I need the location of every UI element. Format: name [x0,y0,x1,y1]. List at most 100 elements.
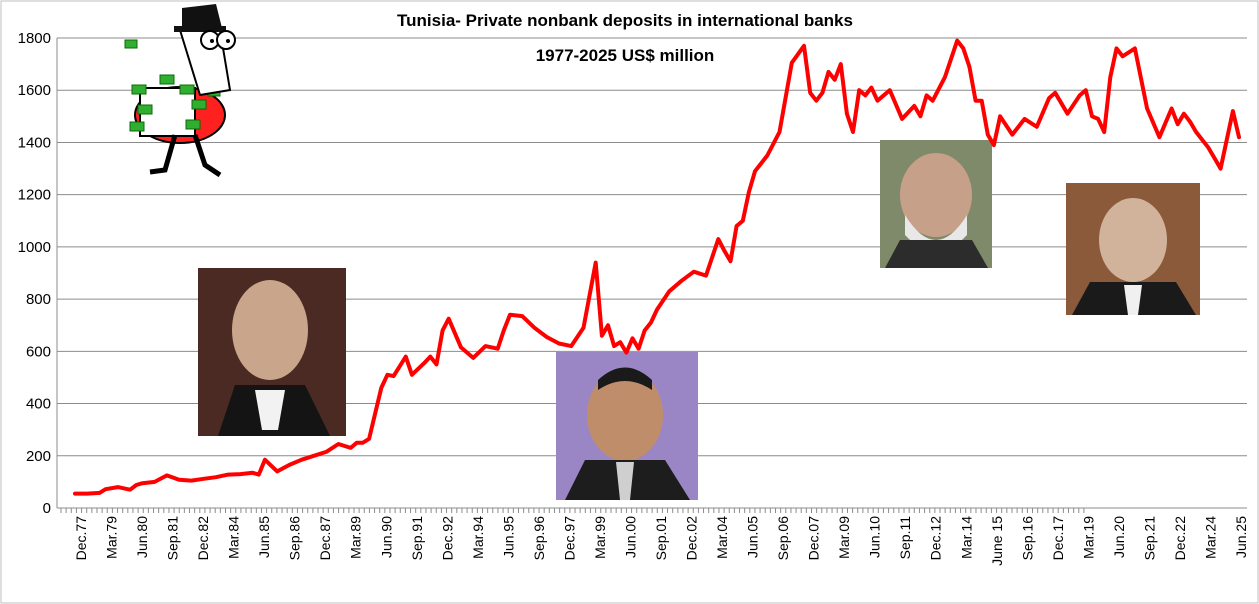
data-point [1010,133,1014,137]
x-tick-label: Dec.87 [317,516,333,561]
x-tick-label: Mar.09 [836,516,852,559]
data-point [226,473,230,477]
x-tick-label: Mar.19 [1080,516,1096,559]
data-point [845,112,849,116]
data-point [435,362,438,366]
data-point [802,44,806,48]
x-tick-label: Jun.00 [622,516,638,558]
data-point [98,491,101,495]
data-point [857,88,861,92]
data-point [128,488,132,492]
x-tick-label: Dec.82 [195,516,211,561]
x-tick-label: June 15 [989,516,1005,566]
data-point [275,469,279,473]
data-point [943,75,947,79]
x-tick-label: Jun.05 [745,516,761,558]
data-point [557,342,561,345]
data-point [410,373,414,377]
data-point [998,114,1002,118]
data-point [600,334,604,338]
data-point [1084,88,1088,92]
cartoon-man-icon [124,4,236,178]
photo-portrait-1 [198,268,346,436]
y-tick-label: 1600 [18,82,51,99]
data-point [814,99,818,103]
data-point [753,169,757,173]
data-point [214,475,218,479]
data-point [606,323,610,327]
data-point [747,190,751,194]
data-point [202,477,206,481]
x-tick-label: Mar.94 [470,516,486,559]
x-tick-label: Dec.07 [806,516,822,561]
x-tick-label: Sep.21 [1141,516,1157,561]
x-tick-label: Mar.14 [958,516,974,559]
data-point [808,91,812,95]
x-tick-label: Dec.02 [684,516,700,561]
data-point [869,86,873,90]
data-point [447,317,451,321]
data-point [851,130,855,134]
x-tick-label: Sep.16 [1019,516,1035,561]
data-point [955,39,959,43]
data-point [961,46,965,50]
data-point [1035,125,1039,129]
data-point [986,133,990,137]
data-point [912,104,916,108]
x-tick-label: Jun.20 [1111,516,1127,558]
x-tick-label: Jun.85 [256,516,272,558]
data-point [1157,135,1161,139]
data-point [1023,117,1027,121]
x-tick-label: Sep.86 [287,516,303,561]
data-point [918,114,922,118]
data-point [441,328,445,332]
data-point [974,99,978,103]
data-point [1121,54,1125,58]
data-point [980,99,984,103]
data-point [1096,117,1100,121]
data-point [655,308,659,312]
data-point [238,472,242,476]
x-tick-label: Sep.96 [531,516,547,561]
data-points [73,39,1241,496]
data-point [263,458,267,462]
data-point [300,458,304,462]
data-point [520,314,524,318]
data-point [888,88,892,92]
data-point [104,487,108,491]
data-point [569,344,573,348]
data-point [73,492,77,496]
data-point [508,313,512,317]
data-point [1194,130,1198,134]
data-point [1213,156,1216,160]
data-point [502,328,506,332]
data-point [165,473,169,477]
data-point [863,93,867,97]
x-tick-label: Dec.12 [928,516,944,561]
x-tick-label: Mar.84 [226,516,242,559]
data-point [637,347,641,351]
data-point [1102,130,1106,134]
data-point [827,70,830,74]
data-point [1115,46,1118,50]
y-tick-label: 400 [26,396,51,413]
data-point [312,454,316,458]
data-point [735,224,739,228]
data-point [1170,107,1174,110]
x-tick-label: Sep.11 [897,516,913,560]
x-tick-label: Mar.04 [714,516,730,559]
data-point [692,270,696,274]
data-point [925,93,929,97]
x-tick-label: Jun.80 [134,516,150,558]
data-point [1078,93,1082,97]
y-tick-label: 200 [26,448,51,465]
data-point [649,321,653,325]
data-point [820,91,824,95]
data-point [422,361,426,365]
data-point [1206,146,1210,150]
data-point [667,289,671,293]
data-point [582,326,585,330]
x-tick-label: Dec.97 [561,516,577,561]
data-point [385,373,389,377]
